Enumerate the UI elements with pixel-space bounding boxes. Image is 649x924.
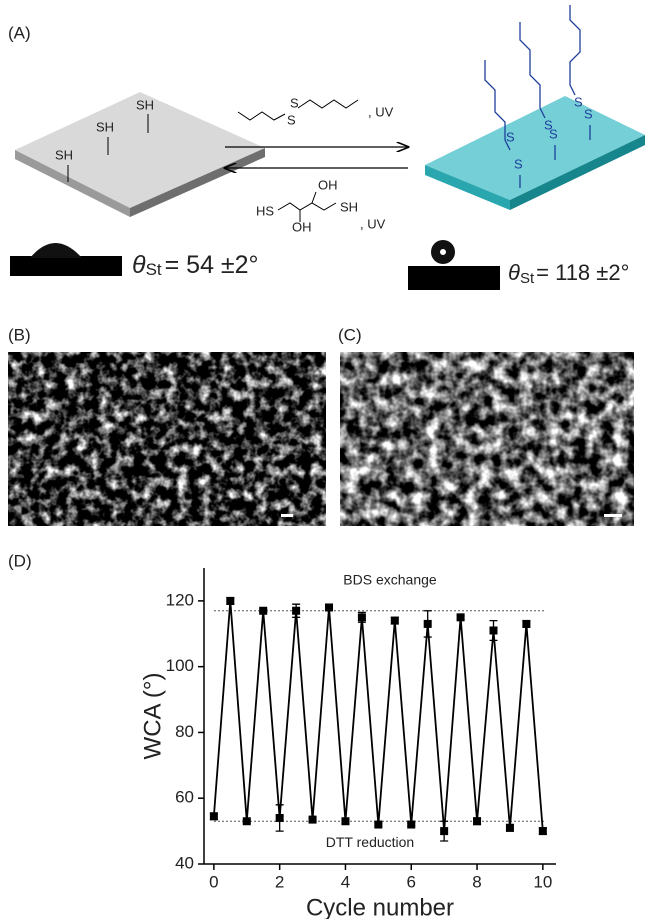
- y-tick-label: 80: [175, 722, 194, 741]
- data-point: [243, 817, 251, 825]
- chem-label: S: [514, 156, 523, 171]
- x-axis-label: Cycle number: [306, 894, 454, 919]
- chem-label: OH: [318, 177, 338, 192]
- panel-label: (B): [8, 325, 31, 344]
- data-point: [522, 620, 530, 628]
- chem-label: S: [506, 129, 515, 144]
- angle-text: = 54 ±2°: [165, 251, 259, 279]
- data-point: [358, 613, 366, 621]
- chem-label: HS: [256, 203, 274, 218]
- data-point: [506, 824, 514, 832]
- x-tick-label: 2: [275, 872, 284, 891]
- reagent-skeleton: [278, 192, 336, 222]
- data-point: [226, 597, 234, 605]
- y-tick-label: 60: [175, 788, 194, 807]
- chem-label: SH: [136, 97, 154, 112]
- data-point: [292, 607, 300, 615]
- chem-label: SH: [96, 119, 114, 134]
- panel-label: (D): [8, 551, 32, 570]
- substrate-right: [425, 5, 645, 210]
- panel-label: (A): [8, 23, 31, 42]
- symbol: θ: [132, 251, 146, 279]
- reference-label: DTT reduction: [326, 834, 414, 850]
- subscript: St: [146, 260, 162, 279]
- y-tick-label: 120: [166, 590, 194, 609]
- data-point: [391, 617, 399, 625]
- symbol: θ: [508, 260, 520, 285]
- data-point: [210, 812, 218, 820]
- chem-label: , UV: [368, 104, 394, 119]
- data-point: [539, 827, 547, 835]
- data-point: [457, 613, 465, 621]
- data-point: [407, 821, 415, 829]
- chart: 40 60 80 100 120 0 2 4 6 8 10 Cycle number WCA (°) BD…: [139, 568, 556, 919]
- chem-label: , UV: [360, 216, 386, 231]
- x-tick-label: 8: [472, 872, 481, 891]
- sem-image: [8, 352, 326, 526]
- chem-label: S: [574, 94, 583, 109]
- data-point: [473, 817, 481, 825]
- x-tick-label: 6: [407, 872, 416, 891]
- data-point: [259, 607, 267, 615]
- data-point: [440, 827, 448, 835]
- contact-angle: θSt= 118 ±2°: [508, 260, 629, 287]
- y-tick-label: 100: [166, 656, 194, 675]
- x-tick-label: 4: [341, 872, 350, 891]
- chem-label: S: [287, 112, 296, 127]
- x-tick-label: 10: [533, 872, 552, 891]
- contact-angle: θSt= 54 ±2°: [132, 251, 259, 280]
- chem-label: S: [544, 117, 553, 132]
- data-point: [489, 626, 497, 634]
- chem-label: S: [584, 106, 593, 121]
- chem-label: SH: [55, 147, 73, 162]
- subscript: St: [520, 270, 535, 287]
- data-point: [341, 817, 349, 825]
- chem-label: S: [290, 95, 299, 110]
- chem-label: OH: [292, 219, 312, 234]
- reference-label: BDS exchange: [343, 571, 437, 587]
- y-tick-label: 40: [175, 853, 194, 872]
- sem-image: [340, 352, 634, 526]
- data-point: [424, 620, 432, 628]
- data-point: [325, 603, 333, 611]
- x-tick-label: 0: [209, 872, 218, 891]
- data-point: [309, 816, 317, 824]
- angle-text: = 118 ±2°: [536, 260, 629, 285]
- data-point: [374, 821, 382, 829]
- panel-label: (C): [338, 325, 362, 344]
- chem-label: SH: [340, 199, 358, 214]
- y-axis-label: WCA (°): [139, 673, 166, 760]
- figure: (A) SH SH SH S S S S S S S S , UV HS OH …: [0, 0, 649, 919]
- data-point: [276, 814, 284, 822]
